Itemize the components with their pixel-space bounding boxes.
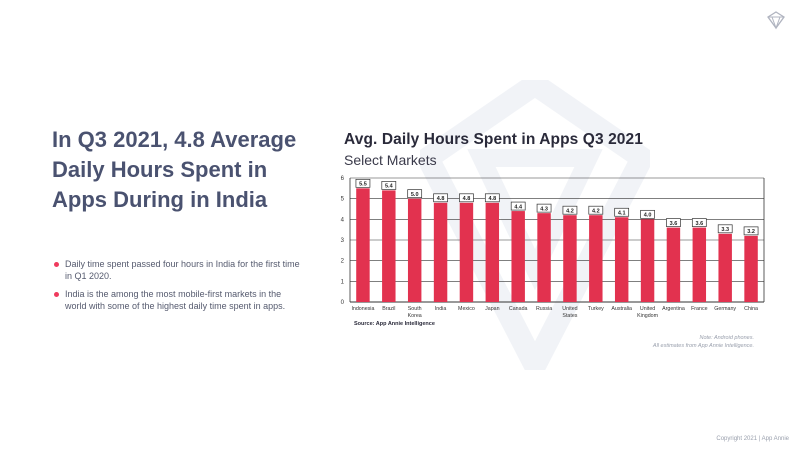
watermark-logo <box>420 80 650 370</box>
bar <box>407 198 422 302</box>
x-tick-label: Indonesia <box>351 306 374 312</box>
data-label: 4.1 <box>618 210 626 216</box>
chart-title: Avg. Daily Hours Spent in Apps Q3 2021 <box>344 131 643 148</box>
data-label-box <box>614 207 630 217</box>
x-tick-label: United <box>562 306 577 312</box>
data-label: 3.2 <box>747 229 755 235</box>
data-label-box <box>459 193 474 203</box>
x-tick-label: Germany <box>714 306 736 312</box>
note-line: All estimates from App Annie Intelligenc… <box>652 343 754 349</box>
x-tick-label: South <box>408 306 422 312</box>
x-tick-label: United <box>640 306 655 312</box>
data-label: 4.0 <box>644 213 652 219</box>
data-label-box <box>381 181 397 190</box>
y-tick-label: 5 <box>341 197 345 203</box>
data-label: 4.4 <box>514 204 523 210</box>
bullet-item: India is the among the most mobile-first… <box>54 288 304 312</box>
x-tick-label: Japan <box>485 306 499 312</box>
data-label-box <box>717 224 733 234</box>
bar <box>640 219 655 302</box>
data-label-box <box>562 205 578 215</box>
bar <box>459 202 474 302</box>
y-tick-label: 4 <box>341 217 345 223</box>
y-tick-label: 6 <box>341 176 345 182</box>
data-label: 5.5 <box>359 182 367 188</box>
bar <box>589 215 603 302</box>
bar <box>666 227 681 302</box>
bullet-item: Daily time spent passed four hours in In… <box>54 258 304 282</box>
bullet-dot-icon <box>54 292 59 297</box>
data-label-box <box>691 218 707 227</box>
app-annie-logo-icon <box>767 11 785 30</box>
data-label: 4.8 <box>488 196 496 202</box>
x-tick-label: Argentina <box>662 306 685 312</box>
bar <box>563 215 577 302</box>
y-tick-label: 0 <box>341 300 345 306</box>
x-tick-label: Kingdom <box>637 313 658 319</box>
x-tick-label: France <box>691 306 708 312</box>
x-tick-label: Korea <box>408 313 422 319</box>
bar <box>485 202 500 302</box>
data-label-box <box>433 193 448 203</box>
data-label: 4.8 <box>437 196 445 202</box>
data-label: 4.2 <box>592 208 600 214</box>
x-tick-label: Turkey <box>588 306 604 312</box>
copyright: Copyright 2021 | App Annie <box>716 436 789 442</box>
x-tick-label: Australia <box>611 306 632 312</box>
data-label: 4.8 <box>463 196 471 202</box>
y-tick-label: 2 <box>341 259 345 265</box>
data-label-box <box>407 189 423 199</box>
bullet-list: Daily time spent passed four hours in In… <box>54 258 304 318</box>
bar <box>382 190 396 302</box>
bar <box>537 213 551 302</box>
x-tick-label: Mexico <box>458 306 475 312</box>
data-label-box <box>640 209 655 219</box>
data-label: 5.4 <box>385 184 394 190</box>
bar-chart: 0 1 2 3 4 5 6 5.5 Indonesia 5.4 Brazil 5.0 SouthKore… <box>341 176 765 319</box>
note-line: Note: Android phones. <box>699 335 754 341</box>
data-label: 3.6 <box>695 221 703 227</box>
x-tick-label: States <box>562 313 577 319</box>
bullet-dot-icon <box>54 262 59 267</box>
bar <box>356 188 370 302</box>
data-label: 3.6 <box>670 221 678 227</box>
bar <box>511 211 525 302</box>
bullet-text: Daily time spent passed four hours in In… <box>65 259 300 281</box>
data-label-box <box>355 178 371 188</box>
y-tick-label: 1 <box>341 279 345 285</box>
x-tick-label: Brazil <box>382 306 395 312</box>
x-tick-label: Russia <box>536 306 552 312</box>
data-label: 5.0 <box>411 192 419 198</box>
chart-note: Note: Android phones. All estimates from… <box>653 334 754 350</box>
data-label-box <box>743 226 759 236</box>
data-label-box <box>484 193 500 203</box>
bar <box>744 235 758 302</box>
x-tick-label: China <box>744 306 758 312</box>
bar <box>692 227 707 302</box>
page-headline: In Q3 2021, 4.8 Average Daily Hours Spen… <box>52 127 297 212</box>
data-label: 3.3 <box>721 227 729 233</box>
x-tick-label: Canada <box>509 306 528 312</box>
data-label-box <box>510 201 526 211</box>
bar <box>718 233 732 302</box>
chart-source: Source: App Annie Intelligence <box>354 321 435 327</box>
chart-subtitle: Select Markets <box>344 152 437 168</box>
data-label-box <box>536 203 552 213</box>
y-tick-label: 3 <box>341 238 345 244</box>
bullet-text: India is the among the most mobile-first… <box>65 289 286 311</box>
data-label: 4.3 <box>540 206 548 212</box>
bar <box>614 217 629 302</box>
bar <box>433 202 448 302</box>
data-label: 4.2 <box>566 208 574 214</box>
x-tick-label: India <box>435 306 447 312</box>
data-label-box <box>666 218 681 227</box>
data-label-box <box>588 205 604 215</box>
